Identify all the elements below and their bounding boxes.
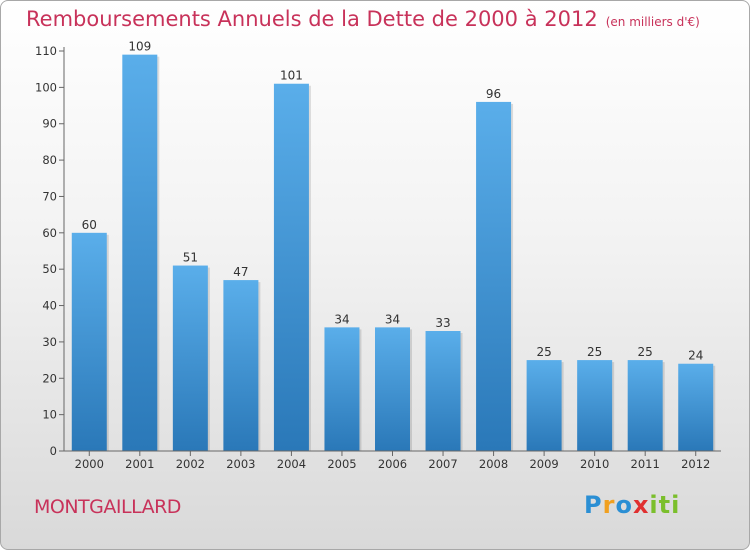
bar-2011 xyxy=(627,360,663,451)
y-tick-label: 10 xyxy=(42,408,57,422)
data-label-2002: 51 xyxy=(183,251,198,265)
bar-2000 xyxy=(71,232,107,451)
data-label-2003: 47 xyxy=(233,265,248,279)
x-tick-label-2003: 2003 xyxy=(226,457,255,471)
bar-2005 xyxy=(324,327,360,451)
y-tick-label: 0 xyxy=(50,444,57,458)
chart-title-text: Remboursements Annuels de la Dette de 20… xyxy=(26,7,598,31)
data-label-2008: 96 xyxy=(486,87,501,101)
bar-2004 xyxy=(273,83,309,452)
y-tick-label: 90 xyxy=(42,117,57,131)
x-tick-label-2011: 2011 xyxy=(631,457,660,471)
proxiti-logo[interactable]: Proxiti xyxy=(584,491,681,519)
chart-title: Remboursements Annuels de la Dette de 20… xyxy=(26,7,700,31)
x-tick-label-2002: 2002 xyxy=(176,457,205,471)
y-tick-label: 70 xyxy=(42,189,57,203)
bar-2012 xyxy=(678,363,714,451)
bar-2003 xyxy=(223,280,259,451)
y-tick-label: 60 xyxy=(42,226,57,240)
x-tick-label-2005: 2005 xyxy=(327,457,356,471)
bar-2001 xyxy=(122,54,158,452)
data-label-2010: 25 xyxy=(587,345,602,359)
x-tick-label-2004: 2004 xyxy=(277,457,306,471)
x-tick-label-2007: 2007 xyxy=(428,457,457,471)
x-tick-label-2001: 2001 xyxy=(125,457,154,471)
data-label-2006: 34 xyxy=(385,312,400,326)
x-tick-label-2008: 2008 xyxy=(479,457,508,471)
bar-2008 xyxy=(476,101,512,451)
bars: 60 109 51 47 101 34 34 33 96 25 25 25 24 xyxy=(71,40,716,452)
data-label-2001: 109 xyxy=(128,40,151,54)
bar-2010 xyxy=(577,360,613,451)
y-tick-label: 100 xyxy=(35,80,57,94)
data-label-2000: 60 xyxy=(82,218,97,232)
y-tick-label: 30 xyxy=(42,335,57,349)
y-axis: 0 10 20 30 40 50 60 70 80 90 100 110 xyxy=(35,44,65,458)
y-tick-label: 50 xyxy=(42,262,57,276)
data-label-2004: 101 xyxy=(280,69,303,83)
y-tick-label: 20 xyxy=(42,371,57,385)
bar-2002 xyxy=(172,265,208,451)
chart-subtitle: (en milliers d'€) xyxy=(605,15,700,29)
bar-2007 xyxy=(425,331,461,451)
bar-2006 xyxy=(375,327,410,451)
x-tick-label-2012: 2012 xyxy=(681,457,710,471)
data-label-2011: 25 xyxy=(638,345,653,359)
data-label-2012: 24 xyxy=(688,349,703,363)
x-tick-label-2000: 2000 xyxy=(75,457,104,471)
x-tick-label-2006: 2006 xyxy=(378,457,407,471)
x-axis: 2000 2001 2002 2003 2004 2005 2006 2007 2008 2009… xyxy=(64,450,721,471)
y-tick-label: 80 xyxy=(42,153,57,167)
y-tick-label: 40 xyxy=(42,299,57,313)
commune-name: MONTGAILLARD xyxy=(34,496,181,518)
data-label-2009: 25 xyxy=(536,345,551,359)
data-label-2007: 33 xyxy=(435,316,450,330)
x-tick-label-2009: 2009 xyxy=(529,457,558,471)
y-tick-label: 110 xyxy=(35,44,57,58)
bar-2009 xyxy=(526,360,562,451)
x-tick-label-2010: 2010 xyxy=(580,457,609,471)
data-label-2005: 34 xyxy=(334,312,349,326)
